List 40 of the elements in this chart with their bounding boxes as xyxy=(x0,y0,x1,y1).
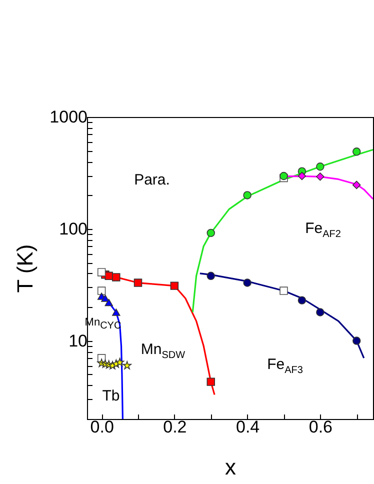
x-tick-label: 0.2 xyxy=(163,418,187,436)
x-tick-label: 0.6 xyxy=(308,418,332,436)
point xyxy=(206,228,215,238)
point xyxy=(352,336,361,345)
y-tick-label: 100 xyxy=(59,219,88,238)
point xyxy=(170,282,179,290)
annotation: Tb xyxy=(102,388,120,404)
point xyxy=(243,191,252,200)
point xyxy=(206,272,215,280)
point xyxy=(206,378,215,386)
point xyxy=(97,268,106,276)
annotation: Fe$_{AF2}$ xyxy=(305,220,341,240)
line-series xyxy=(192,148,373,314)
point xyxy=(112,273,120,282)
annotation: Para. xyxy=(134,172,170,188)
point xyxy=(134,278,142,287)
point xyxy=(101,294,110,302)
point xyxy=(243,278,252,287)
point xyxy=(316,308,324,316)
x-tick-label: 0.4 xyxy=(236,418,260,436)
line-series xyxy=(199,272,365,359)
point xyxy=(352,180,361,190)
point xyxy=(316,162,324,171)
annotation: Fe$_{AF3}$ xyxy=(267,356,303,376)
y-tick-label: 10 xyxy=(68,331,88,350)
x-tick-label: 0.0 xyxy=(90,418,114,436)
point xyxy=(298,172,306,180)
y-tick-label: 1000 xyxy=(50,108,88,126)
point xyxy=(97,286,106,295)
point xyxy=(122,361,132,370)
point xyxy=(316,172,324,181)
annotation: Mn$_{SDW}$ xyxy=(140,341,186,361)
point xyxy=(104,298,113,306)
point xyxy=(352,148,361,156)
x-axis-title: x xyxy=(225,454,236,480)
point xyxy=(112,308,120,316)
point xyxy=(115,358,124,366)
y-axis-title: T (K) xyxy=(12,244,38,293)
point xyxy=(280,286,288,295)
point xyxy=(298,296,306,304)
